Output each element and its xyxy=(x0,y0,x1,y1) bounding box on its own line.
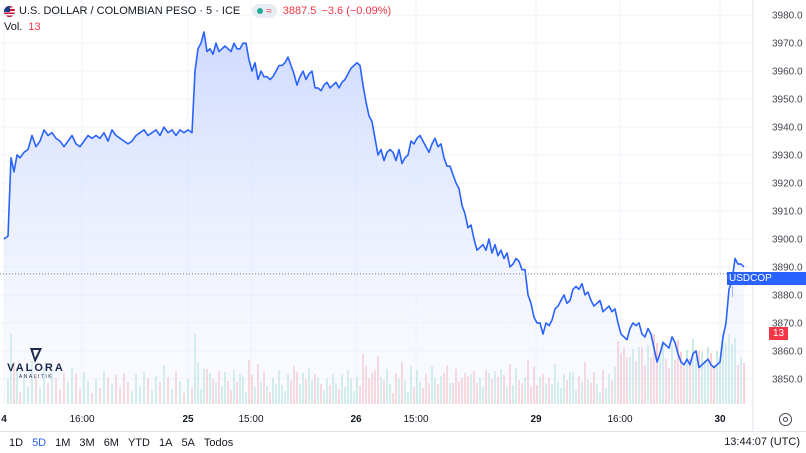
delay-icon: ≈ xyxy=(266,5,272,17)
legend-change: −3.6 (−0.09%) xyxy=(321,5,392,17)
y-tick-label: 3870.0 xyxy=(772,318,803,329)
logo-name: VALORA xyxy=(7,362,65,374)
volume-value: 13 xyxy=(28,21,41,33)
volume-tag-value: 13 xyxy=(773,328,785,339)
volume-label: Vol. xyxy=(4,21,23,33)
market-open-icon xyxy=(257,8,264,14)
range-buttons: 1D 5D 1M 3M 6M YTD 1A 5A Todos xyxy=(0,437,233,449)
logo-sub: ANALITIK xyxy=(18,374,54,380)
x-tick-label: 26 xyxy=(350,414,362,425)
y-axis[interactable]: 3980.0 3970.0 3960.0 3950.0 3940.0 3930.0 3920… xyxy=(772,11,803,386)
range-button-3m[interactable]: 3M xyxy=(79,436,95,449)
price-chart[interactable]: 3980.0 3970.0 3960.0 3950.0 3940.0 3930.0 3920… xyxy=(0,0,806,431)
x-tick-label: 29 xyxy=(530,414,542,425)
legend-price: 3887.5 xyxy=(282,5,317,17)
clock: 13:44:07 (UTC) xyxy=(724,436,800,448)
x-tick-label: 15:00 xyxy=(403,414,428,425)
valora-logo: VALORA ANALITIK xyxy=(6,346,66,380)
x-tick-label: 4 xyxy=(1,414,7,425)
x-tick-label: 16:00 xyxy=(69,414,94,425)
range-button-1m[interactable]: 1M xyxy=(55,436,71,449)
y-tick-label: 3960.0 xyxy=(772,67,803,78)
y-tick-label: 3860.0 xyxy=(772,346,803,357)
price-tag-value: 3887.5 xyxy=(732,286,767,297)
price-line xyxy=(3,31,745,369)
chart-legend: U.S. DOLLAR / COLOMBIAN PESO · 5 · ICE ≈… xyxy=(4,3,391,19)
y-tick-label: 3920.0 xyxy=(772,179,803,190)
range-button-5d[interactable]: 5D xyxy=(32,436,47,449)
volume-legend: Vol. 13 xyxy=(4,21,41,33)
x-tick-label: 16:00 xyxy=(607,414,632,425)
y-tick-label: 3980.0 xyxy=(772,11,803,22)
settings-icon[interactable] xyxy=(779,413,792,426)
range-button-1a[interactable]: 1A xyxy=(158,436,173,449)
x-axis[interactable]: 4 16:00 25 15:00 26 15:00 29 16:00 30 xyxy=(1,414,726,425)
price-area xyxy=(4,32,744,404)
x-tick-label: 15:00 xyxy=(238,414,263,425)
x-tick-label: 30 xyxy=(714,414,726,425)
y-tick-label: 3880.0 xyxy=(772,290,803,301)
y-tick-label: 3970.0 xyxy=(772,39,803,50)
y-tick-label: 3910.0 xyxy=(772,206,803,217)
y-tick-label: 3900.0 xyxy=(772,234,803,245)
range-button-ytd[interactable]: YTD xyxy=(127,436,150,449)
last-price-tag: USDCOP 3887.5 xyxy=(727,272,806,297)
volume-tag: 13 xyxy=(769,327,789,340)
x-tick-label: 25 xyxy=(182,414,194,425)
y-tick-label: 3940.0 xyxy=(772,123,803,134)
y-tick-label: 3950.0 xyxy=(772,95,803,106)
range-button-1d[interactable]: 1D xyxy=(9,436,24,449)
market-status-pill[interactable]: ≈ xyxy=(252,4,277,18)
range-button-6m[interactable]: 6M xyxy=(103,436,119,449)
y-tick-label: 3850.0 xyxy=(772,374,803,385)
range-button-todos[interactable]: Todos xyxy=(203,436,234,449)
bottom-toolbar: 1D 5D 1M 3M 6M YTD 1A 5A Todos 13:44:07 (UTC) xyxy=(0,431,806,453)
y-tick-label: 3930.0 xyxy=(772,151,803,162)
symbol-title[interactable]: U.S. DOLLAR / COLOMBIAN PESO · 5 · ICE xyxy=(19,5,241,17)
price-tag-symbol: USDCOP xyxy=(729,273,772,284)
valora-logo-icon xyxy=(30,348,42,363)
range-button-5a[interactable]: 5A xyxy=(181,436,195,449)
us-flag-icon xyxy=(4,5,15,17)
y-tick-label: 3890.0 xyxy=(772,262,803,273)
